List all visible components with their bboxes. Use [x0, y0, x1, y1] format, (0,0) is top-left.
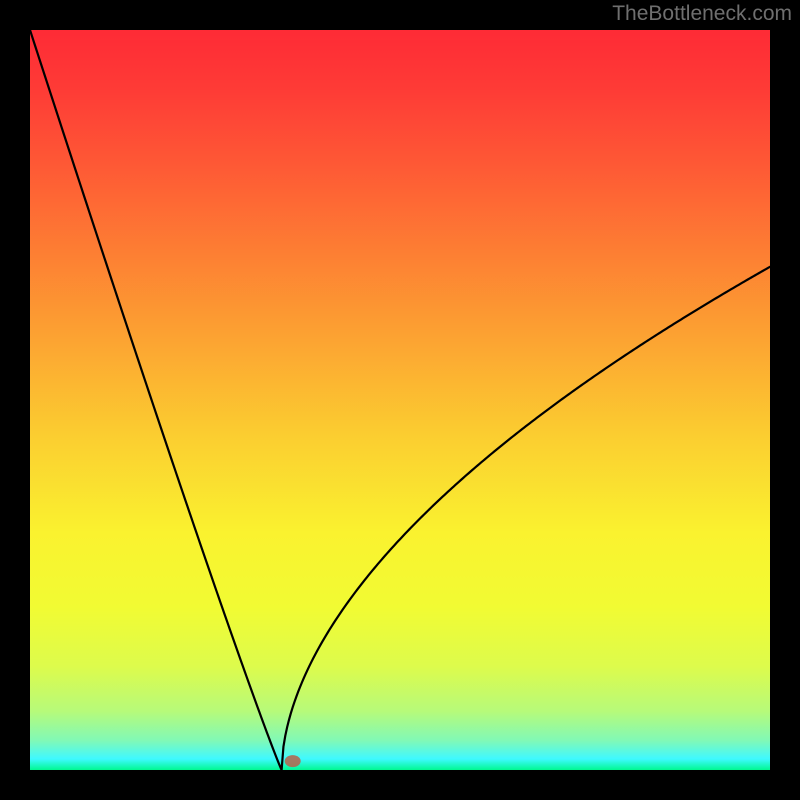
optimal-point-marker [285, 755, 301, 767]
chart-container: TheBottleneck.com [0, 0, 800, 800]
bottleneck-chart [0, 0, 800, 800]
watermark-label: TheBottleneck.com [612, 2, 792, 26]
plot-background [30, 30, 770, 770]
